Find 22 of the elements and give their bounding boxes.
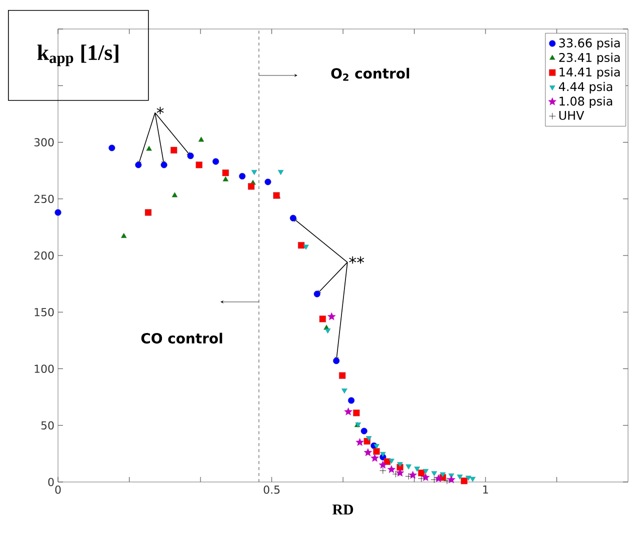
annotation: ** — [349, 256, 364, 264]
x-tick-label: 0.5 — [264, 486, 280, 494]
y-tick-label: 0 — [48, 478, 54, 486]
legend-label: 23.41 psia — [559, 52, 620, 64]
y-axis-title: k$_{app}$ [1/s] — [37, 44, 118, 66]
legend-label: 1.08 psia — [560, 96, 612, 108]
y-tick-label: 250 — [34, 194, 54, 204]
y-tick-label: 100 — [34, 364, 54, 373]
x-tick-label: 0 — [55, 486, 61, 494]
x-tick-label: 1 — [483, 486, 488, 494]
legend-label: UHV — [559, 111, 584, 120]
legend-label: 33.66 psia — [559, 38, 620, 50]
y-tick-label: 50 — [41, 421, 54, 430]
y-tick-label: 150 — [34, 308, 54, 316]
x-axis-title: RD — [332, 504, 354, 514]
legend-label: 4.44 psia — [558, 82, 612, 94]
legend-label: 14.41 psia — [560, 67, 620, 79]
y-tick-label: 200 — [34, 251, 54, 260]
y-tick-label: 300 — [34, 138, 54, 146]
annotation: CO control — [141, 332, 222, 344]
annotation: * — [156, 106, 164, 114]
annotation: O$_{2}$ control — [331, 68, 410, 81]
